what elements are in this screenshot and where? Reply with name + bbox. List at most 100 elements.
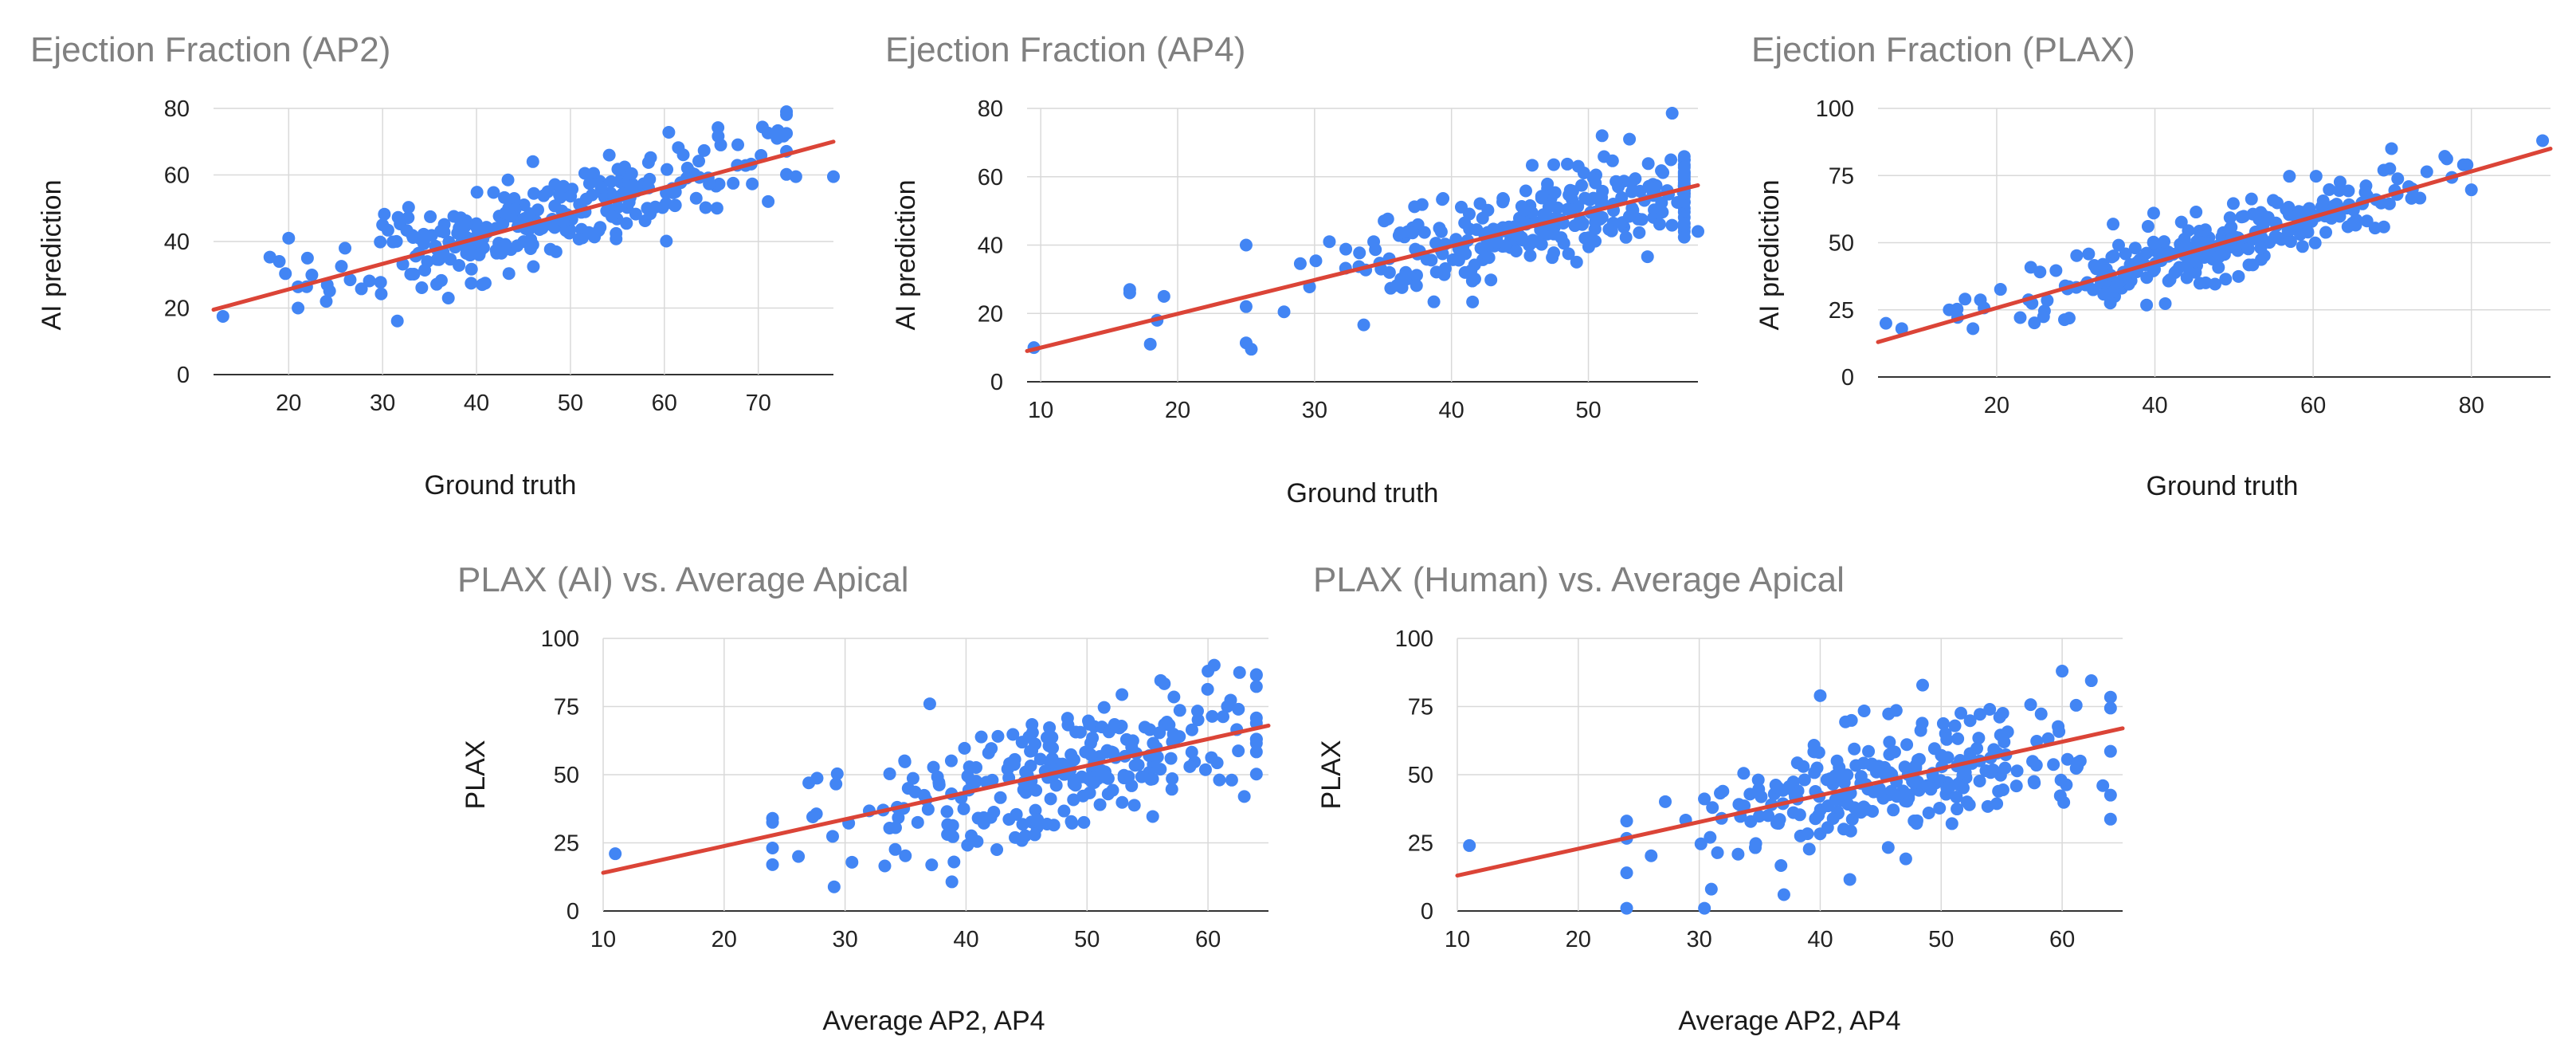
scatter-point	[1093, 798, 1107, 811]
scatter-point	[2105, 250, 2119, 264]
chart-title: Ejection Fraction (AP2)	[30, 30, 390, 69]
scatter-point	[1115, 795, 1129, 809]
scatter-point	[2128, 241, 2142, 255]
scatter-point	[1801, 827, 1814, 841]
scatter-point	[1966, 322, 1980, 336]
scatter-point	[2033, 265, 2047, 279]
scatter-point	[2284, 235, 2297, 249]
scatter-point	[476, 278, 489, 292]
scatter-point	[2069, 698, 2083, 712]
chart-ap4: Ejection Fraction (AP4) AI prediction Gr…	[885, 30, 1704, 508]
scatter-point	[810, 807, 823, 821]
x-tick-label: 10	[1445, 927, 1470, 952]
scatter-point	[1797, 760, 1810, 773]
scatter-point	[1010, 807, 1023, 821]
scatter-point	[1164, 752, 1178, 765]
scatter-point	[1940, 781, 1954, 795]
scatter-point	[1146, 810, 1159, 823]
scatter-point	[2096, 779, 2110, 792]
scatter-point	[501, 173, 515, 186]
scatter-point	[2246, 207, 2260, 221]
scatter-point	[1128, 759, 1142, 772]
scatter-point	[1224, 693, 1237, 707]
scatter-point	[1955, 706, 1968, 720]
scatter-point	[2315, 200, 2328, 214]
scatter-point	[1406, 226, 1419, 240]
scatter-point	[1126, 734, 1139, 748]
x-tick-label: 20	[1165, 398, 1190, 423]
scatter-point	[2170, 265, 2183, 278]
scatter-point	[1040, 731, 1053, 744]
scatter-point	[1907, 815, 1921, 828]
scatter-point	[1625, 202, 1639, 215]
scatter-point	[564, 190, 578, 203]
trendline	[1455, 726, 2125, 878]
scatter-point	[1940, 732, 1954, 746]
scatter-point	[1772, 817, 1786, 830]
scatter-point	[1972, 732, 1986, 745]
scatter-point	[535, 222, 549, 235]
scatter-point	[1706, 801, 1719, 815]
scatter-point	[1213, 773, 1226, 787]
scatter-point	[378, 207, 391, 221]
scatter-point	[1561, 202, 1574, 216]
scatter-point	[1046, 741, 1060, 755]
scatter-point	[1394, 272, 1408, 285]
scatter-point	[2308, 236, 2322, 249]
scatter-point	[2309, 170, 2323, 183]
x-axis-label: Average AP2, AP4	[1678, 1006, 1900, 1036]
scatter-point	[2536, 134, 2550, 147]
scatter-point	[1163, 718, 1176, 732]
scatter-point	[927, 760, 940, 774]
scatter-point	[1620, 866, 1633, 880]
scatter-point	[1548, 186, 1562, 199]
y-axis-label: AI prediction	[37, 180, 67, 331]
scatter-point	[892, 811, 905, 824]
scatter-point	[2385, 142, 2398, 155]
scatter-point	[1958, 767, 1971, 780]
scatter-point	[1659, 795, 1672, 808]
scatter-point	[1075, 770, 1088, 783]
scatter-point	[1123, 286, 1136, 300]
x-tick-label: 40	[1439, 398, 1464, 423]
scatter-point	[1677, 150, 1691, 163]
scatter-point	[1517, 204, 1531, 218]
scatter-point	[1018, 829, 1032, 842]
scatter-point	[946, 819, 959, 832]
scatter-point	[1786, 775, 1800, 789]
y-tick-label: 50	[554, 763, 579, 788]
scatter-point	[279, 267, 292, 281]
scatter-point	[1232, 702, 1245, 716]
scatter-point	[2047, 758, 2060, 771]
scatter-point	[563, 226, 576, 240]
scatter-point	[2254, 231, 2268, 245]
scatter-point	[1653, 218, 1666, 231]
scatter-point	[940, 805, 954, 819]
scatter-point	[1635, 213, 1649, 226]
scatter-point	[697, 143, 711, 157]
scatter-point	[1951, 803, 1964, 816]
scatter-point	[1562, 188, 1576, 202]
scatter-point	[1998, 735, 2011, 748]
scatter-point	[1873, 786, 1887, 799]
y-axis-label: PLAX	[1316, 740, 1347, 810]
scatter-point	[1777, 888, 1790, 901]
scatter-point	[2104, 296, 2117, 310]
scatter-point	[2111, 277, 2124, 290]
scatter-point	[1698, 901, 1711, 915]
scatter-point	[2147, 262, 2161, 276]
scatter-point	[1165, 783, 1178, 796]
scatter-point	[1895, 322, 1908, 336]
scatter-point	[489, 243, 503, 257]
scatter-point	[2349, 218, 2362, 232]
scatter-point	[1704, 830, 1717, 844]
y-tick-label: 0	[990, 370, 1003, 395]
scatter-point	[578, 167, 591, 180]
scatter-point	[703, 177, 716, 190]
scatter-point	[2071, 756, 2084, 770]
scatter-point	[947, 855, 961, 869]
scatter-point	[417, 227, 430, 241]
scatter-points	[216, 105, 840, 328]
scatter-point	[2383, 162, 2397, 175]
scatter-point	[2212, 261, 2225, 274]
